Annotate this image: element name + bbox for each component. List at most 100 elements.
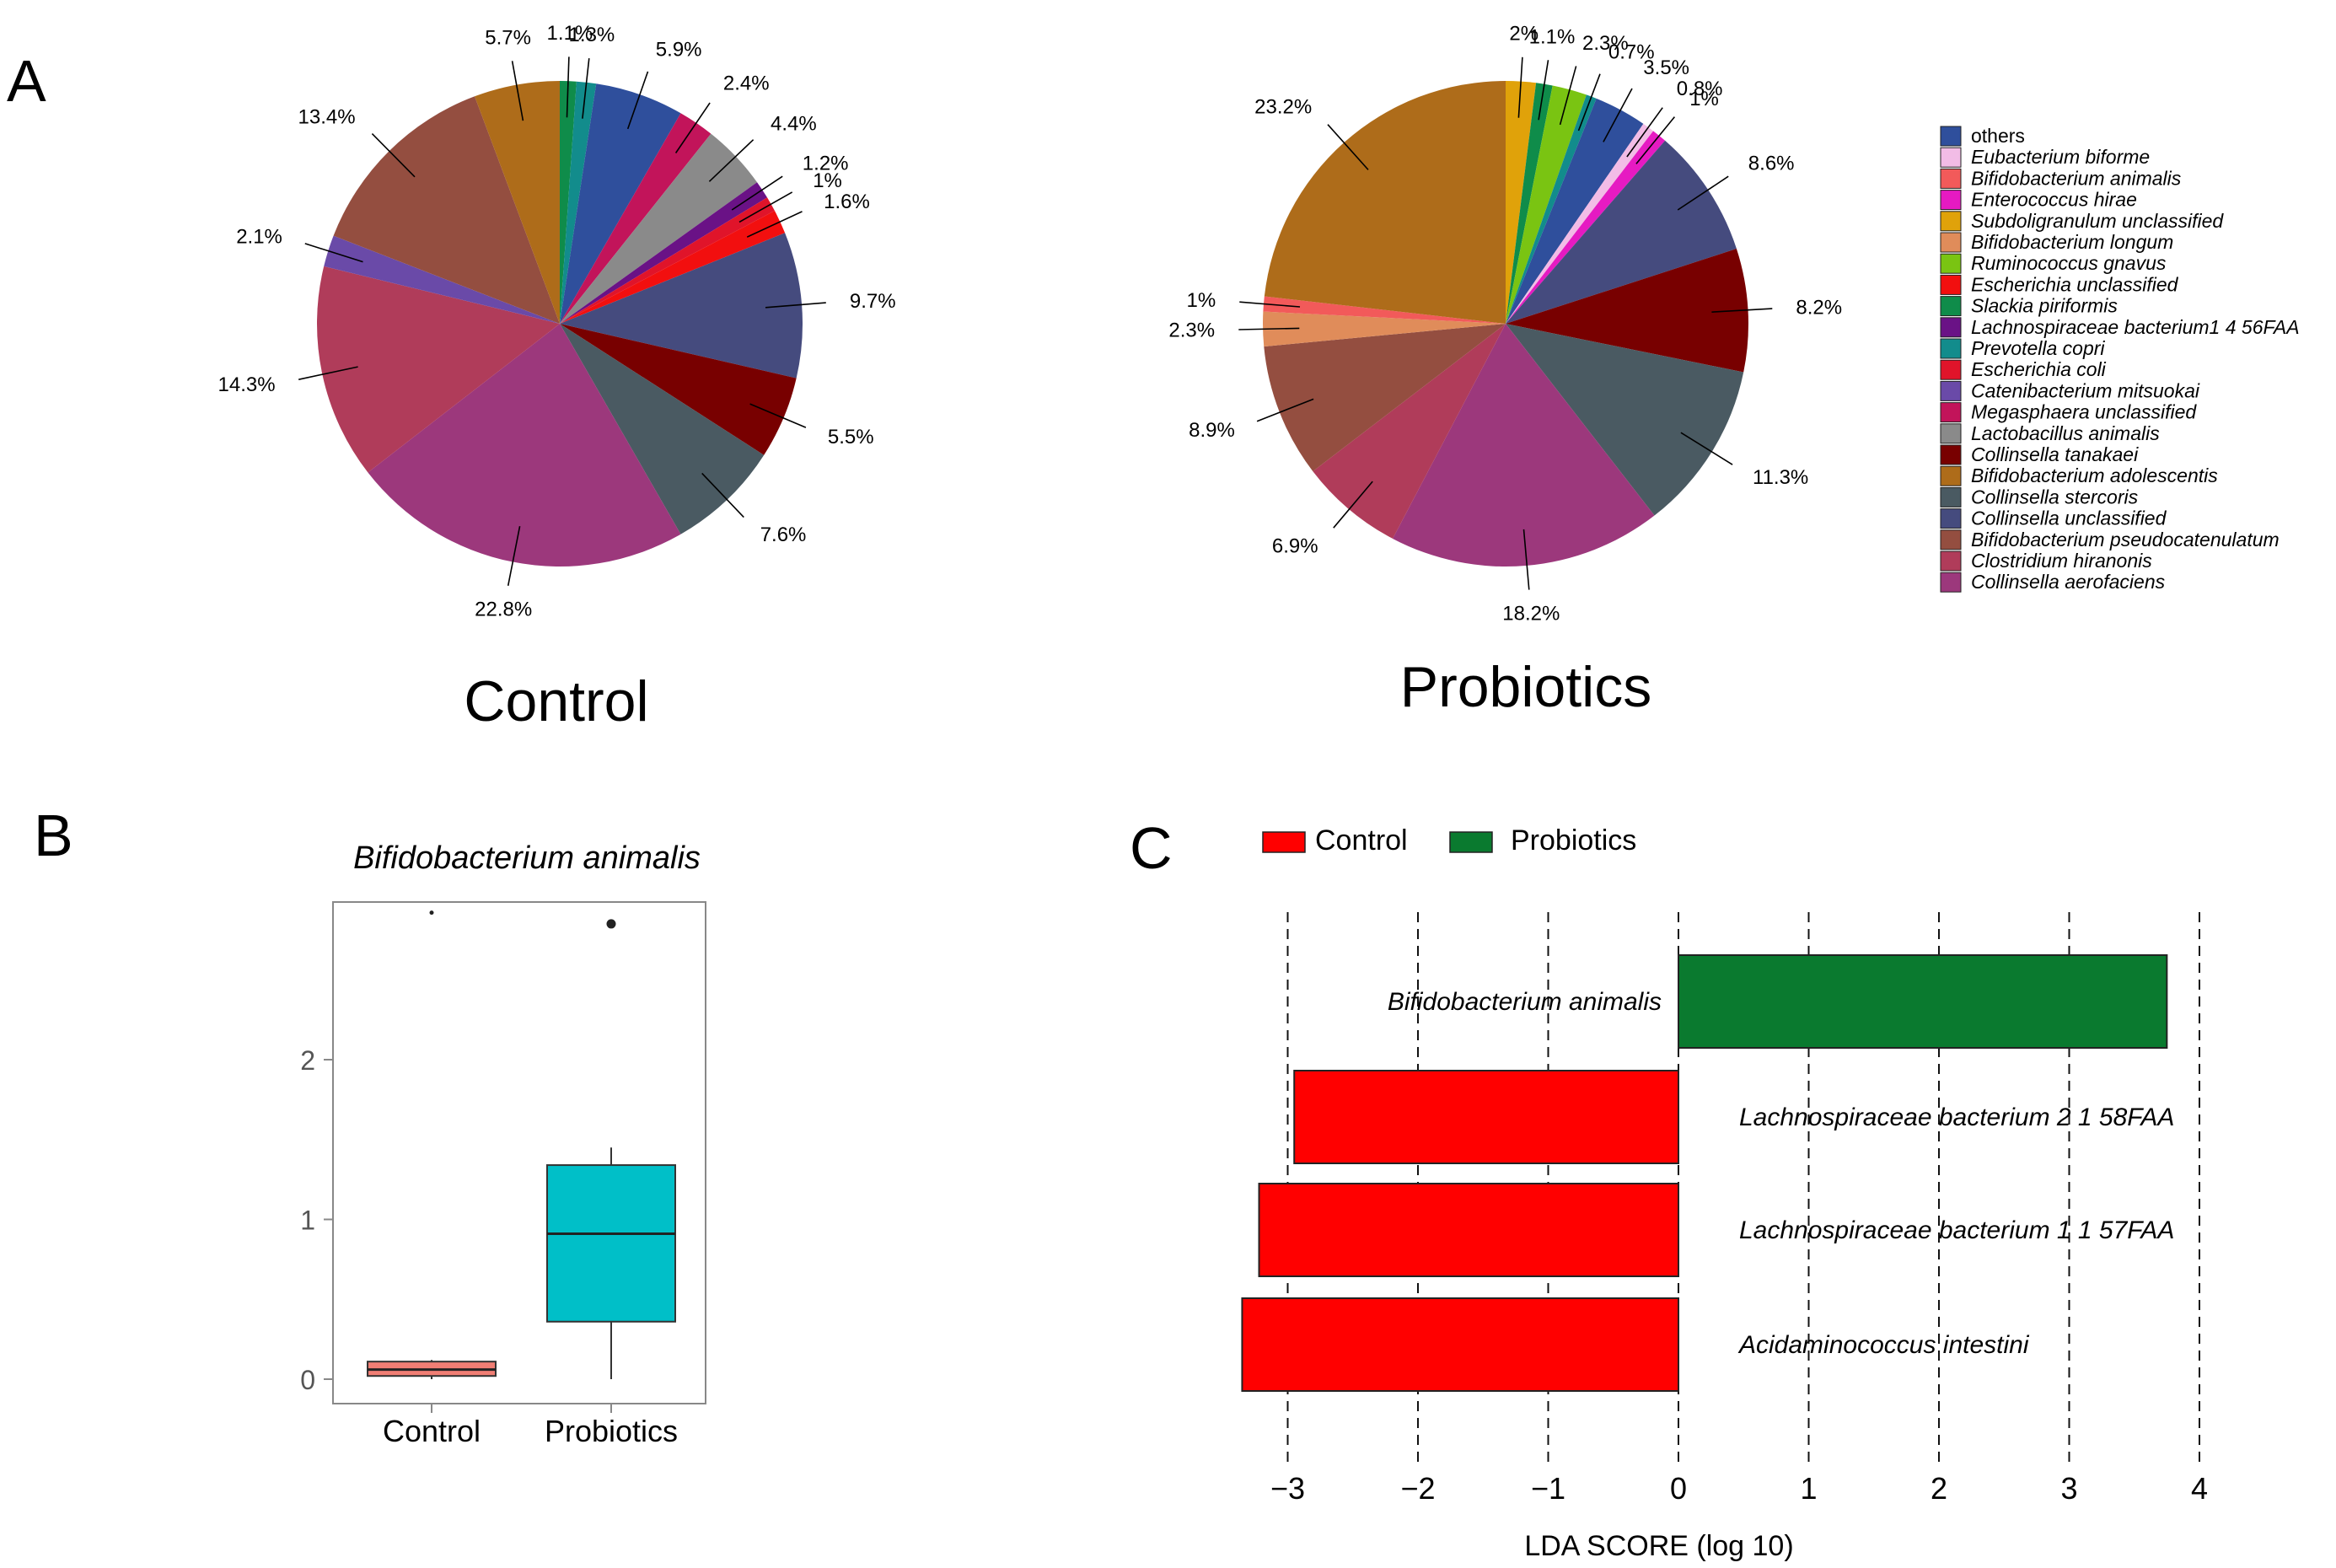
x-tick-label: Control [383,1414,481,1448]
pie-leader-line [1577,73,1601,132]
box-probiotics [546,1164,676,1323]
pie-leader-line [765,302,826,309]
pie-leader-line [1256,398,1314,422]
legend-swatch-ebif [1940,147,1962,168]
pie-slice-bpse [1264,324,1506,472]
legend-label-pcop: Prevotella copri [1971,337,2105,359]
pie-leader-line [1538,60,1549,121]
pie-label: 3.5% [1643,56,1689,79]
pie-slice-spir [1506,83,1553,325]
pie-slice-cunc [560,233,803,379]
pie-label: 4.4% [771,112,817,135]
pie-slice-ebif [1506,123,1654,324]
legend-label-probiotics: Probiotics [1511,824,1636,856]
pie-slice-subd [1506,80,1537,324]
legend-label-subd: Subdoligranulum unclassified [1971,210,2224,232]
pie-slice-lach [560,182,768,324]
legend-swatch-bado [1940,465,1962,486]
lda-bar-label: Lachnospiraceae bacterium 1 1 57FAA [1739,1216,2174,1244]
pie-label: 2% [1509,23,1539,46]
lda-x-tick-label: 3 [2060,1471,2077,1506]
panel-letter-c: C [1130,815,1173,881]
lda-x-tick-label: −3 [1270,1471,1305,1506]
lda-x-tick-label: 2 [1931,1471,1947,1506]
pie-label: 2.1% [236,226,282,249]
legend-swatch-escu [1940,274,1962,295]
boxplot-frame [332,901,706,1404]
pie-slice-cunc [1506,140,1737,324]
pie-leader-line [1677,175,1729,211]
legend-label-bpse: Bifidobacterium pseudocatenulatum [1971,529,2280,550]
pie-slice-bado [475,81,560,324]
pie-label: 13.4% [298,106,356,129]
lda-x-tick-label: 0 [1670,1471,1687,1506]
pie-label: 1.1% [1529,25,1576,48]
pie-leader-line [674,102,711,153]
lda-bar [1258,1183,1679,1277]
pie-label: 1.1% [547,22,593,45]
legend-swatch-cunc [1940,508,1962,529]
pie-leader-line [1711,308,1773,313]
pie-slice-blon [1262,311,1506,347]
lda-bar-label: Acidaminococcus intestini [1737,1331,2030,1359]
legend-swatch-control [1262,831,1306,853]
pie-label: 11.3% [1753,466,1808,489]
pie-slice-lani [560,133,758,324]
pie-slice-cmit [324,235,560,324]
pie-slice-chir [317,266,560,473]
pie-leader-line [738,191,793,223]
legend-swatch-probiotics [1449,831,1493,853]
lda-bar [1241,1297,1680,1392]
lda-x-axis-label: LDA SCORE (log 10) [1524,1530,1793,1562]
pie-slice-pcop [560,81,597,324]
lda-x-tick-label: −2 [1400,1471,1435,1506]
boxplot-chart: Bifidobacterium animalis 0 1 2 Control Probi… [300,840,706,1448]
legend-label-lach: Lachnospiraceae bacterium1 4 56FAA [1971,316,2300,338]
pie-label: 1% [1187,289,1216,312]
pie-label: 23.2% [1254,96,1312,119]
pie-chart-control: 1.1%1.3% 5.9% 2.4%4.4% 1.2%1%1.6% 9.7% 5.5% 7.… [218,22,896,620]
pie-label: 7.6% [760,524,807,546]
pie-label: 8.6% [1748,153,1795,175]
pie-label: 0.8% [1677,78,1723,100]
pie-slice-bani [1263,296,1506,324]
pie-leader-line [1603,88,1633,142]
pie-slice-cste [560,324,765,534]
pie-label: 14.3% [218,373,276,396]
legend-label-others: others [1971,125,2025,147]
pie-slice-ctan [560,324,797,455]
pie-leader-line [1635,116,1676,164]
legend-label-lani: Lactobacillus animalis [1971,422,2160,444]
y-tick-label: 2 [300,1045,315,1076]
legend-swatch-others [1940,126,1962,147]
pie-slice-others [1506,98,1644,325]
legend-label-bani: Bifidobacterium animalis [1971,167,2182,189]
pie-label: 0.7% [1608,40,1655,63]
pie-slice-chir [1313,324,1506,539]
legend-label-ehir: Enterococcus hirae [1971,189,2137,211]
pie-leader-line [1333,481,1373,529]
legend-label-cste: Collinsella stercoris [1971,486,2139,507]
pie-label: 18.2% [1502,603,1560,626]
pie-leader-line [1238,327,1300,330]
pie-slice-ehir [1506,131,1666,324]
outlier-point [606,919,616,929]
legend-swatch-lach [1940,317,1962,338]
pie-leader-line [1680,432,1733,465]
pie-label: 9.7% [850,290,896,313]
pie-label: 8.2% [1796,297,1842,320]
pie-slice-ecol [560,197,775,324]
legend-swatch-bani [1940,168,1962,189]
legend-swatch-megu [1940,402,1962,423]
legend-label-control: Control [1315,824,1408,856]
legend-swatch-caer [1940,572,1962,593]
pie-leader-line [1626,107,1663,158]
legend-swatch-ehir [1940,190,1962,211]
legend-label-ctan: Collinsella tanakaei [1971,443,2139,465]
pie-leader-line [371,133,416,178]
pie-slice-megu [560,113,712,324]
pie-leader-line [1517,56,1523,118]
pie-leader-line [746,211,803,238]
pie-slice-rgna [1506,85,1587,324]
